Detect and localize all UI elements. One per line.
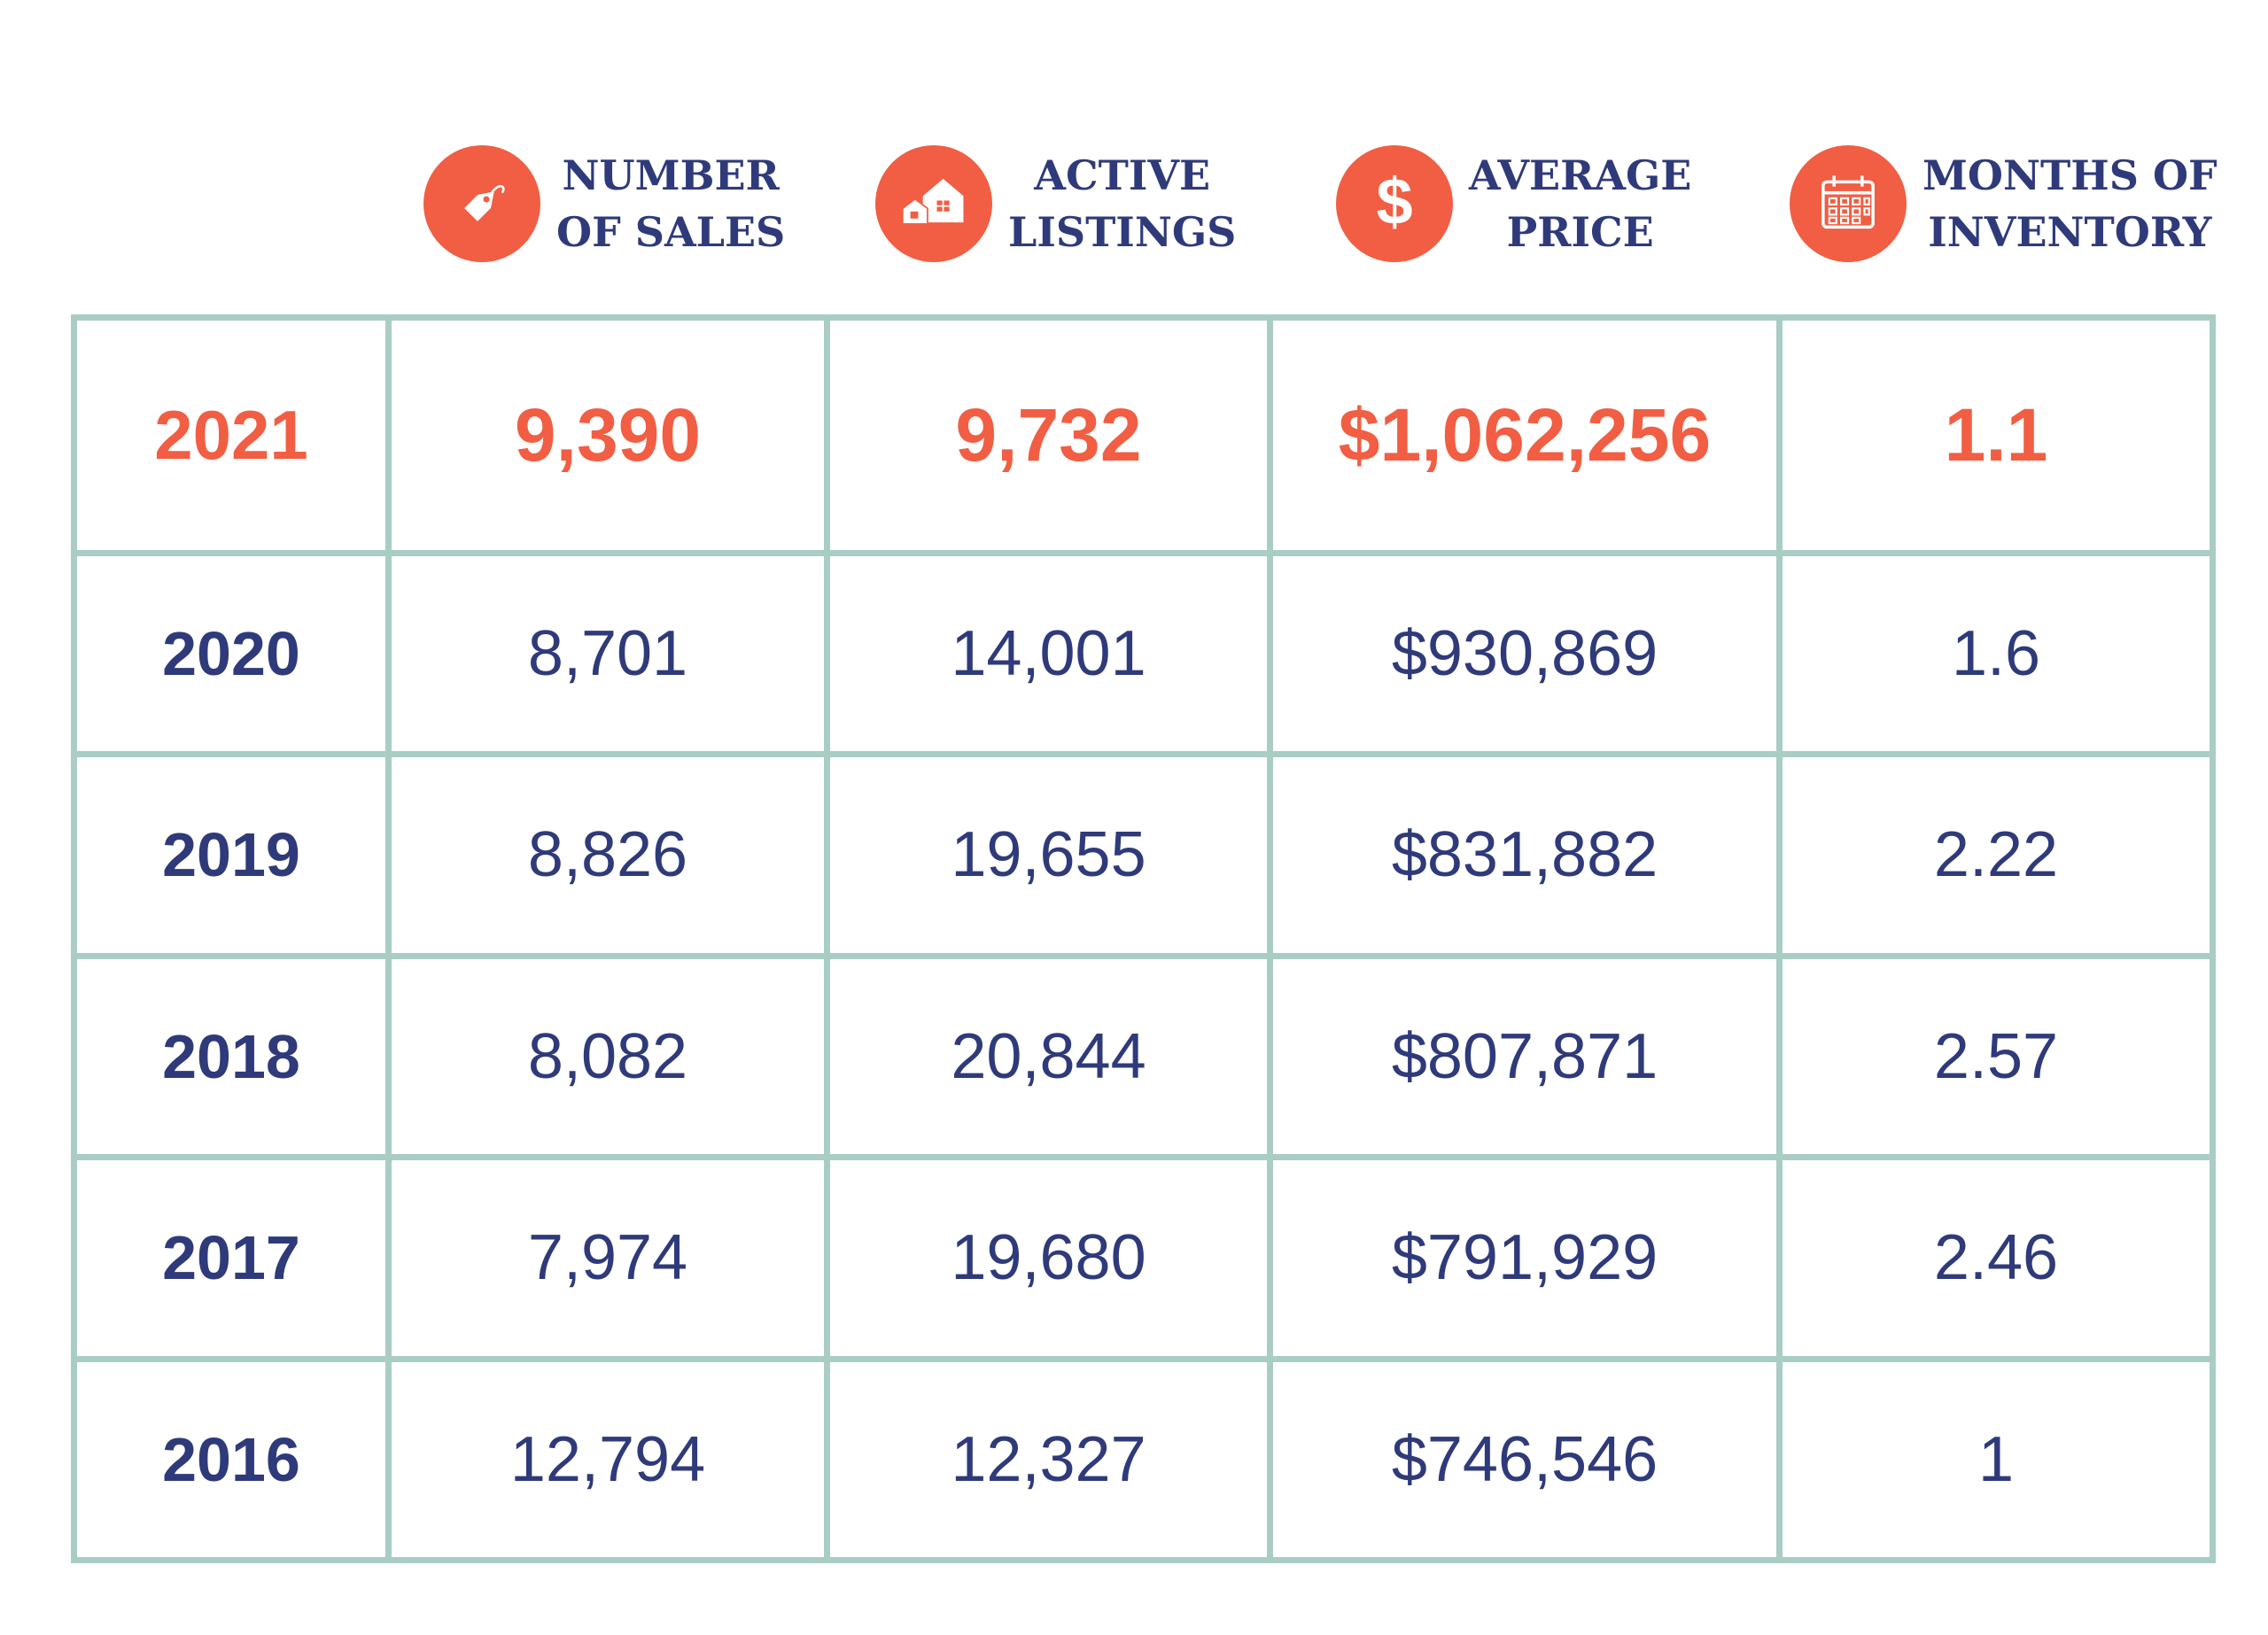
number-of-sales-cell: 8,082 [385, 952, 830, 1161]
table-row: 2016 12,794 12,327 $746,546 1 [71, 1355, 2216, 1564]
year-cell: 2021 [71, 314, 392, 556]
average-price-cell: $746,546 [1267, 1355, 1783, 1564]
year-cell: 2020 [71, 549, 392, 758]
header-months-of-inventory: MONTHS OF INVENTORY [1790, 133, 2218, 275]
number-of-sales-cell: 8,826 [385, 751, 830, 959]
months-of-inventory-cell: 1.1 [1776, 314, 2216, 556]
dollar-sign-icon: $ [1336, 145, 1453, 262]
table-row: 2019 8,826 19,655 $831,882 2.22 [71, 751, 2216, 959]
number-of-sales-cell: 9,390 [385, 314, 830, 556]
year-cell: 2017 [71, 1154, 392, 1362]
active-listings-cell: 14,001 [824, 549, 1273, 758]
header-line-2: LISTINGS [1008, 208, 1237, 256]
header-line-2: INVENTORY [1928, 208, 2212, 256]
average-price-cell: $807,871 [1267, 952, 1783, 1161]
average-price-cell: $930,869 [1267, 549, 1783, 758]
table-row: 2017 7,974 19,680 $791,929 2.46 [71, 1154, 2216, 1362]
header-line-1: AVERAGE [1469, 151, 1692, 199]
year-cell: 2018 [71, 952, 392, 1161]
average-price-cell: $791,929 [1267, 1154, 1783, 1362]
table-row: 2018 8,082 20,844 $807,871 2.57 [71, 952, 2216, 1161]
active-listings-cell: 19,680 [824, 1154, 1273, 1362]
months-of-inventory-cell: 1.6 [1776, 549, 2216, 758]
number-of-sales-cell: 7,974 [385, 1154, 830, 1362]
active-listings-cell: 19,655 [824, 751, 1273, 959]
header-line-1: NUMBER [562, 151, 780, 199]
market-stats-table: 2021 9,390 9,732 $1,062,256 1.1 2020 8,7… [71, 314, 2216, 1564]
average-price-cell: $1,062,256 [1267, 314, 1783, 556]
header-active-listings: ACTIVE LISTINGS [875, 133, 1236, 275]
months-of-inventory-cell: 1 [1776, 1355, 2216, 1564]
months-of-inventory-cell: 2.57 [1776, 952, 2216, 1161]
header-line-2: OF SALES [556, 208, 786, 256]
number-of-sales-cell: 12,794 [385, 1355, 830, 1564]
year-cell: 2019 [71, 751, 392, 959]
active-listings-cell: 20,844 [824, 952, 1273, 1161]
houses-icon [875, 145, 992, 262]
number-of-sales-cell: 8,701 [385, 549, 830, 758]
active-listings-cell: 12,327 [824, 1355, 1273, 1564]
table-row: 2020 8,701 14,001 $930,869 1.6 [71, 549, 2216, 758]
calendar-icon [1790, 145, 1907, 262]
average-price-cell: $831,882 [1267, 751, 1783, 959]
header-line-1: ACTIVE [1034, 151, 1211, 199]
header-average-price: $ AVERAGE PRICE [1336, 133, 1691, 275]
year-cell: 2016 [71, 1355, 392, 1564]
header-number-of-sales: NUMBER OF SALES [423, 133, 785, 275]
header-line-2: PRICE [1506, 208, 1654, 256]
price-tag-icon [423, 145, 540, 262]
header-line-1: MONTHS OF [1922, 151, 2218, 199]
table-row: 2021 9,390 9,732 $1,062,256 1.1 [71, 314, 2216, 556]
svg-text:$: $ [1376, 165, 1412, 238]
months-of-inventory-cell: 2.46 [1776, 1154, 2216, 1362]
active-listings-cell: 9,732 [824, 314, 1273, 556]
months-of-inventory-cell: 2.22 [1776, 751, 2216, 959]
